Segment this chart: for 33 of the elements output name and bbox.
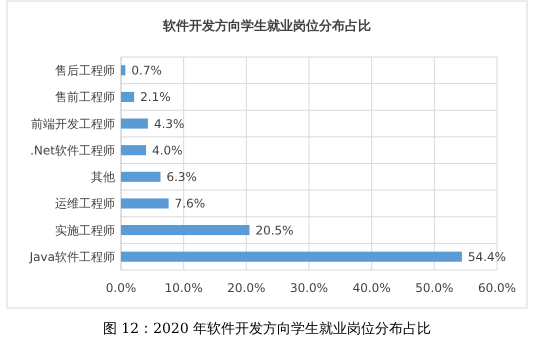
x-tick-label: 40.0% bbox=[352, 281, 391, 295]
bar bbox=[121, 92, 134, 102]
x-tick-label: 10.0% bbox=[164, 281, 203, 295]
x-tick-label: 0.0% bbox=[106, 281, 136, 295]
data-label: 7.6% bbox=[174, 196, 206, 211]
x-tick-label: 60.0% bbox=[478, 281, 516, 295]
y-tick-label: 售后工程师 bbox=[55, 64, 115, 78]
bar bbox=[121, 198, 169, 208]
data-label: 20.5% bbox=[255, 223, 294, 238]
x-tick-label: 50.0% bbox=[415, 281, 454, 295]
bar bbox=[121, 172, 160, 182]
bar bbox=[121, 252, 462, 262]
data-label: 4.3% bbox=[154, 116, 184, 131]
bar bbox=[121, 145, 146, 156]
data-label: 6.3% bbox=[166, 170, 197, 184]
y-tick-label: 运维工程师 bbox=[55, 196, 115, 211]
y-tick-label: 前端开发工程师 bbox=[31, 116, 115, 131]
y-tick-label: 其他 bbox=[91, 170, 115, 184]
caption: 图 12：2020 年软件开发方向学生就业岗位分布占比 bbox=[102, 321, 432, 337]
y-tick-label: 实施工程师 bbox=[55, 223, 115, 238]
chart-title: 软件开发方向学生就业岗位分布占比 bbox=[162, 18, 371, 34]
y-tick-label: Java软件工程师 bbox=[28, 250, 115, 264]
x-tick-label: 30.0% bbox=[290, 281, 328, 295]
bar bbox=[121, 118, 148, 129]
data-label: 0.7% bbox=[131, 64, 162, 78]
data-label: 4.0% bbox=[152, 143, 183, 158]
data-label: 2.1% bbox=[140, 90, 171, 104]
y-tick-label: 售前工程师 bbox=[55, 90, 115, 104]
bar bbox=[121, 65, 126, 76]
bar bbox=[121, 225, 250, 236]
y-tick-label: .Net软件工程师 bbox=[30, 143, 115, 158]
x-tick-label: 20.0% bbox=[227, 281, 266, 295]
data-label: 54.4% bbox=[468, 250, 506, 264]
